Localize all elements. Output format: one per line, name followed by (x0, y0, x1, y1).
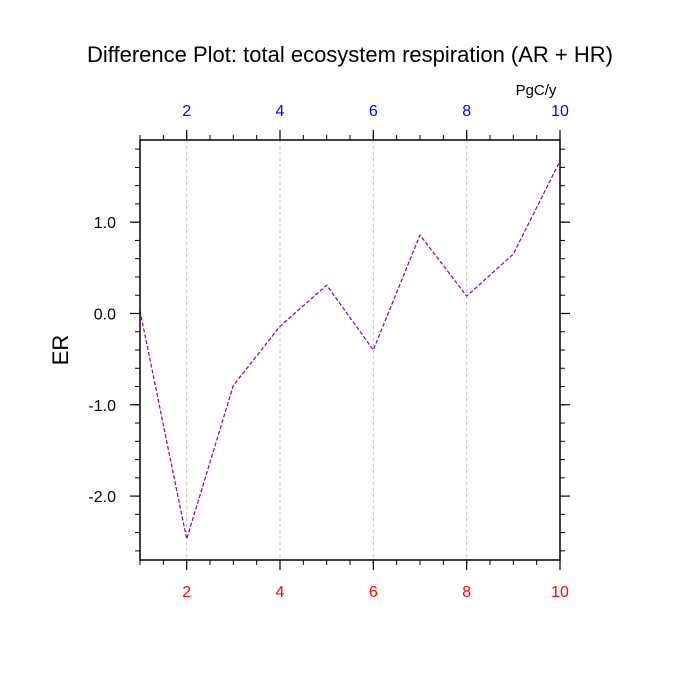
x-tick-label-bottom: 10 (551, 584, 569, 601)
tick-labels: 2 2 4 4 6 6 8 8 10 10 1.0 0.0 -1.0 -2.0 (88, 103, 569, 601)
y-tick-label: 0.0 (94, 306, 116, 323)
top-axis-unit-label: PgC/y (516, 82, 557, 99)
series-layer (139, 160, 561, 540)
y-tick-label: -2.0 (88, 489, 116, 506)
chart-title: Difference Plot: total ecosystem respira… (87, 42, 613, 67)
x-tick-label-top: 2 (182, 103, 191, 120)
x-tick-label-top: 6 (369, 103, 378, 120)
y-tick-label: 1.0 (94, 215, 116, 232)
x-tick-label-top: 4 (276, 103, 285, 120)
grid-lines (186, 140, 468, 560)
x-tick-label-bottom: 6 (369, 584, 378, 601)
x-tick-label-top: 8 (462, 103, 471, 120)
series-line (139, 160, 561, 540)
x-tick-label-bottom: 4 (276, 584, 285, 601)
x-tick-label-bottom: 8 (462, 584, 471, 601)
y-tick-label: -1.0 (88, 398, 116, 415)
axis-ticks (130, 130, 570, 570)
x-tick-label-top: 10 (551, 103, 569, 120)
plot-frame (139, 139, 561, 561)
y-axis-label: ER (48, 335, 73, 366)
x-tick-label-bottom: 2 (182, 584, 191, 601)
